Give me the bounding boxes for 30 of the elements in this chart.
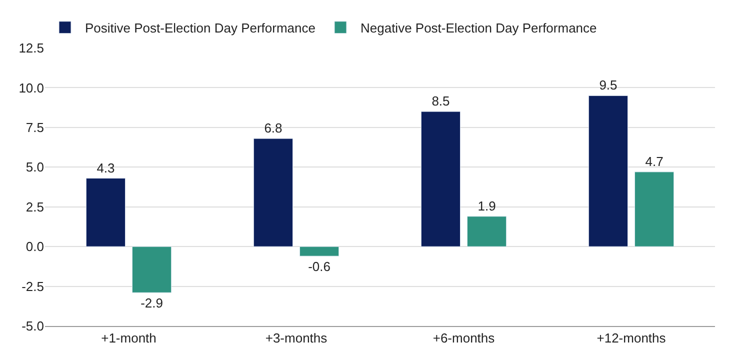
y-tick-label: 0.0 — [26, 239, 44, 254]
x-tick-label: +12-months — [596, 330, 666, 346]
bar — [420, 111, 461, 247]
data-label: 8.5 — [432, 94, 450, 109]
bar — [253, 138, 294, 247]
y-tick-label: 2.5 — [26, 199, 44, 214]
data-label: 6.8 — [264, 120, 282, 136]
data-label: 4.7 — [645, 154, 664, 169]
x-tick-label: +3-months — [265, 330, 328, 346]
bar — [132, 246, 172, 293]
data-label: -0.6 — [308, 259, 330, 274]
bar — [466, 216, 507, 247]
data-label: 1.9 — [478, 198, 496, 214]
y-tick-label: 5.0 — [26, 160, 44, 175]
bar — [299, 246, 340, 256]
y-tick-label: 10.0 — [18, 80, 44, 96]
y-tick-label: 7.5 — [26, 120, 44, 135]
x-tick-label: +6-months — [432, 330, 496, 346]
bar — [634, 172, 674, 247]
data-label: 9.5 — [599, 78, 618, 93]
data-label: 4.3 — [96, 160, 115, 176]
legend-label: Positive Post-Election Day Performance — [85, 20, 316, 36]
y-tick-label: -2.5 — [22, 278, 44, 294]
bar — [86, 178, 126, 247]
data-label: -2.9 — [140, 296, 163, 311]
x-tick-label: +1-month — [101, 330, 156, 346]
legend-label: Negative Post-Election Day Performance — [360, 20, 597, 36]
y-tick-label: -5.0 — [22, 318, 44, 334]
y-tick-label: 12.5 — [18, 40, 44, 56]
bar — [588, 95, 628, 247]
